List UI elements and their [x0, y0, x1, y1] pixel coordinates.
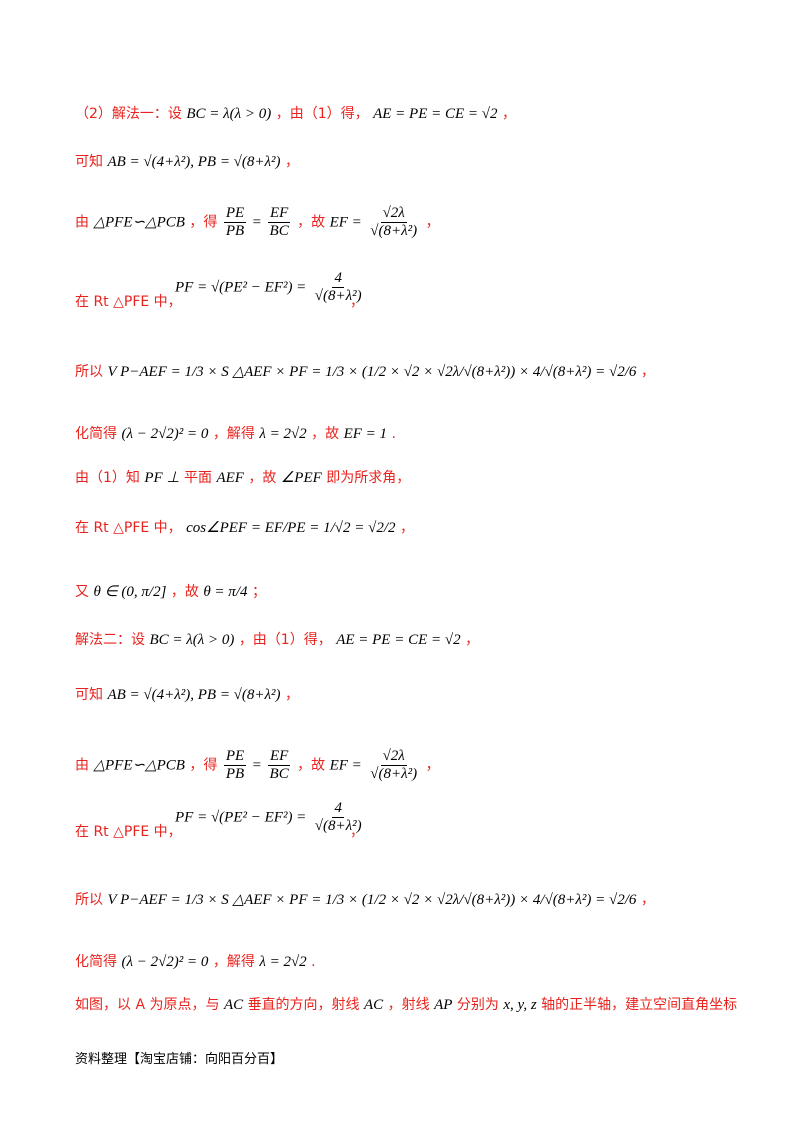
solution-line-14: 所以 V P−AEF = 1/3 × S △AEF × PF = 1/3 × (…	[75, 892, 655, 908]
solution-line-12: 由 △PFE∽△PCB ，得 PE PB = EF BC ，故 EF = √2λ √(…	[75, 748, 440, 782]
solution-line-13-formula: PF = √(PE² − EF²) = 4 √(8+λ²)	[175, 800, 362, 834]
solution-line-15: 化简得 (λ − 2√2)² = 0 ，解得 λ = 2√2 .	[75, 954, 316, 970]
solution-line-2: 可知 AB = √(4+λ²), PB = √(8+λ²) ，	[75, 154, 299, 170]
fraction-pe-pb: PE PB	[223, 205, 247, 239]
solution-line-11: 可知 AB = √(4+λ²), PB = √(8+λ²) ，	[75, 687, 299, 703]
solution-line-1: （2）解法一：设 BC = λ(λ > 0) ，由（1）得， AE = PE =…	[75, 106, 516, 122]
page-footer: 资料整理【淘宝店铺：向阳百分百】	[75, 1052, 284, 1067]
fraction-pf-value-2: 4 √(8+λ²)	[314, 800, 362, 834]
solution-line-13-label: 在 Rt △PFE 中，	[75, 824, 182, 840]
fraction-pf-value: 4 √(8+λ²)	[314, 270, 362, 304]
solution-line-4-label: 在 Rt △PFE 中，	[75, 294, 182, 310]
solution-line-5: 所以 V P−AEF = 1/3 × S △AEF × PF = 1/3 × (…	[75, 364, 655, 380]
solution-line-13-end: ，	[350, 824, 364, 840]
solution-line-7: 由（1）知 PF ⊥ 平面 AEF ，故 ∠PEF 即为所求角，	[75, 470, 411, 486]
solution-line-8: 在 Rt △PFE 中， cos∠PEF = EF/PE = 1/√2 = √2…	[75, 520, 415, 536]
fraction-ef-value-2: √2λ √(8+λ²)	[370, 748, 418, 782]
solution-line-10: 解法二：设 BC = λ(λ > 0) ，由（1）得， AE = PE = CE…	[75, 632, 480, 648]
solution-line-6: 化简得 (λ − 2√2)² = 0 ，解得 λ = 2√2 ，故 EF = 1…	[75, 426, 396, 442]
solution-line-9: 又 θ ∈ (0, π/2] ，故 θ = π/4 ；	[75, 584, 266, 600]
solution-line-3: 由 △PFE∽△PCB ，得 PE PB = EF BC ，故 EF = √2λ √(…	[75, 205, 440, 239]
fraction-ef-value: √2λ √(8+λ²)	[370, 205, 418, 239]
fraction-ef-bc: EF BC	[267, 205, 291, 239]
fraction-ef-bc-2: EF BC	[267, 748, 291, 782]
solution-line-4-formula: PF = √(PE² − EF²) = 4 √(8+λ²)	[175, 270, 362, 304]
fraction-pe-pb-2: PE PB	[223, 748, 247, 782]
solution-line-4-end: ，	[350, 294, 364, 310]
solution-line-16: 如图，以 A 为原点，与 AC 垂直的方向，射线 AC ，射线 AP 分别为 x…	[75, 997, 738, 1013]
